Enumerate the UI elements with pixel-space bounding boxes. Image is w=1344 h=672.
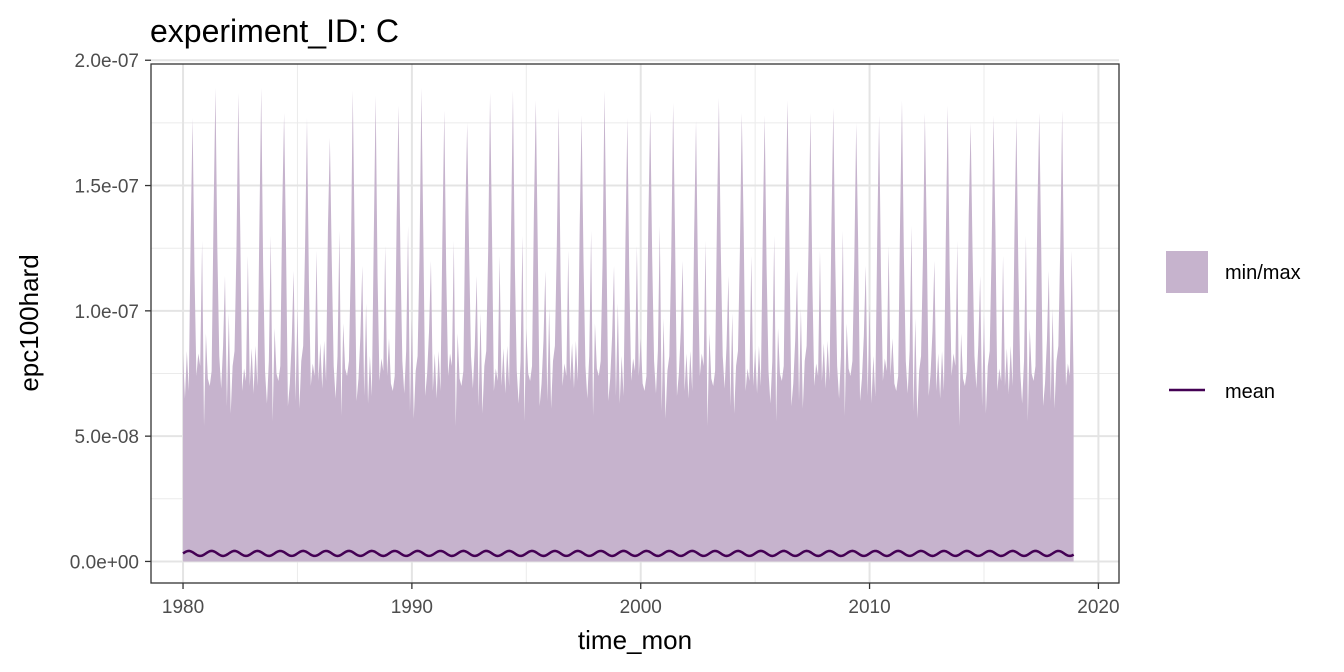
min-max-ribbon bbox=[183, 87, 1074, 562]
x-tick-label: 2020 bbox=[1077, 597, 1119, 618]
y-tick-label: 1.5e-07 bbox=[75, 177, 139, 198]
legend-key-min-max bbox=[1166, 251, 1208, 293]
x-tick-label: 1990 bbox=[391, 597, 433, 618]
y-axis: 0.0e+00 5.0e-08 1.0e-07 1.5e-07 2.0e-07 bbox=[70, 51, 151, 573]
x-axis: 1980 1990 2000 2010 2020 bbox=[162, 583, 1120, 618]
panel-border bbox=[150, 63, 1120, 584]
mean-line bbox=[182, 549, 1075, 558]
mean-line-path bbox=[182, 549, 1075, 558]
legend-label-min-max: min/max bbox=[1225, 262, 1301, 284]
chart-title: experiment_ID: C bbox=[150, 13, 399, 49]
legend-label-mean: mean bbox=[1225, 381, 1275, 403]
x-tick-label: 2010 bbox=[848, 597, 890, 618]
y-tick-label: 2.0e-07 bbox=[75, 51, 139, 72]
x-tick-label: 1980 bbox=[162, 597, 204, 618]
legend: min/max mean bbox=[1166, 251, 1301, 403]
x-tick-label: 2000 bbox=[620, 597, 662, 618]
x-axis-title: time_mon bbox=[578, 625, 692, 655]
y-axis-title: epc100hard bbox=[14, 254, 44, 391]
y-tick-label: 5.0e-08 bbox=[75, 427, 139, 448]
y-tick-label: 1.0e-07 bbox=[75, 302, 139, 323]
y-tick-label: 0.0e+00 bbox=[70, 552, 139, 573]
min-max-ribbon-area bbox=[183, 87, 1074, 562]
